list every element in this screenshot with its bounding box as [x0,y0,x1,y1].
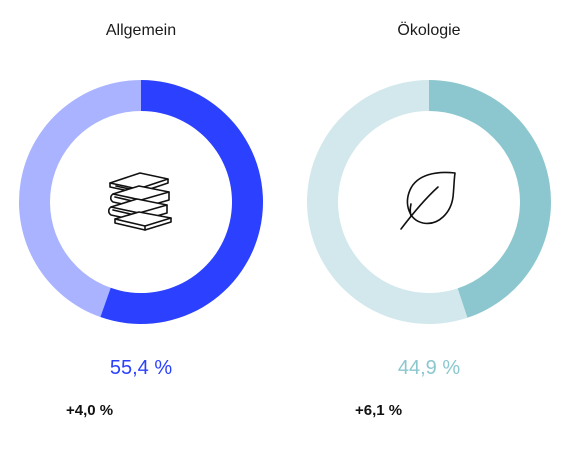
donut-slice-rest-allgemein [19,80,141,318]
chart-title-oekologie: Ökologie [397,22,461,39]
donut-chart-oekologie [306,80,551,324]
books-icon [101,162,181,242]
change-value-oekologie: +6,1 % [355,402,403,419]
change-value-allgemein: +4,0 % [66,402,114,419]
share-value-oekologie: 44,9 % [397,357,461,379]
share-value-allgemein: 55,4 % [109,357,173,379]
donut-slice-oekologie [429,80,551,318]
chart-title-allgemein: Allgemein [105,22,177,39]
donut-slice-rest-oekologie [306,80,468,324]
donut-slice-allgemein [100,80,264,324]
donut-chart-allgemein [19,80,264,324]
leaf-icon [389,162,469,242]
